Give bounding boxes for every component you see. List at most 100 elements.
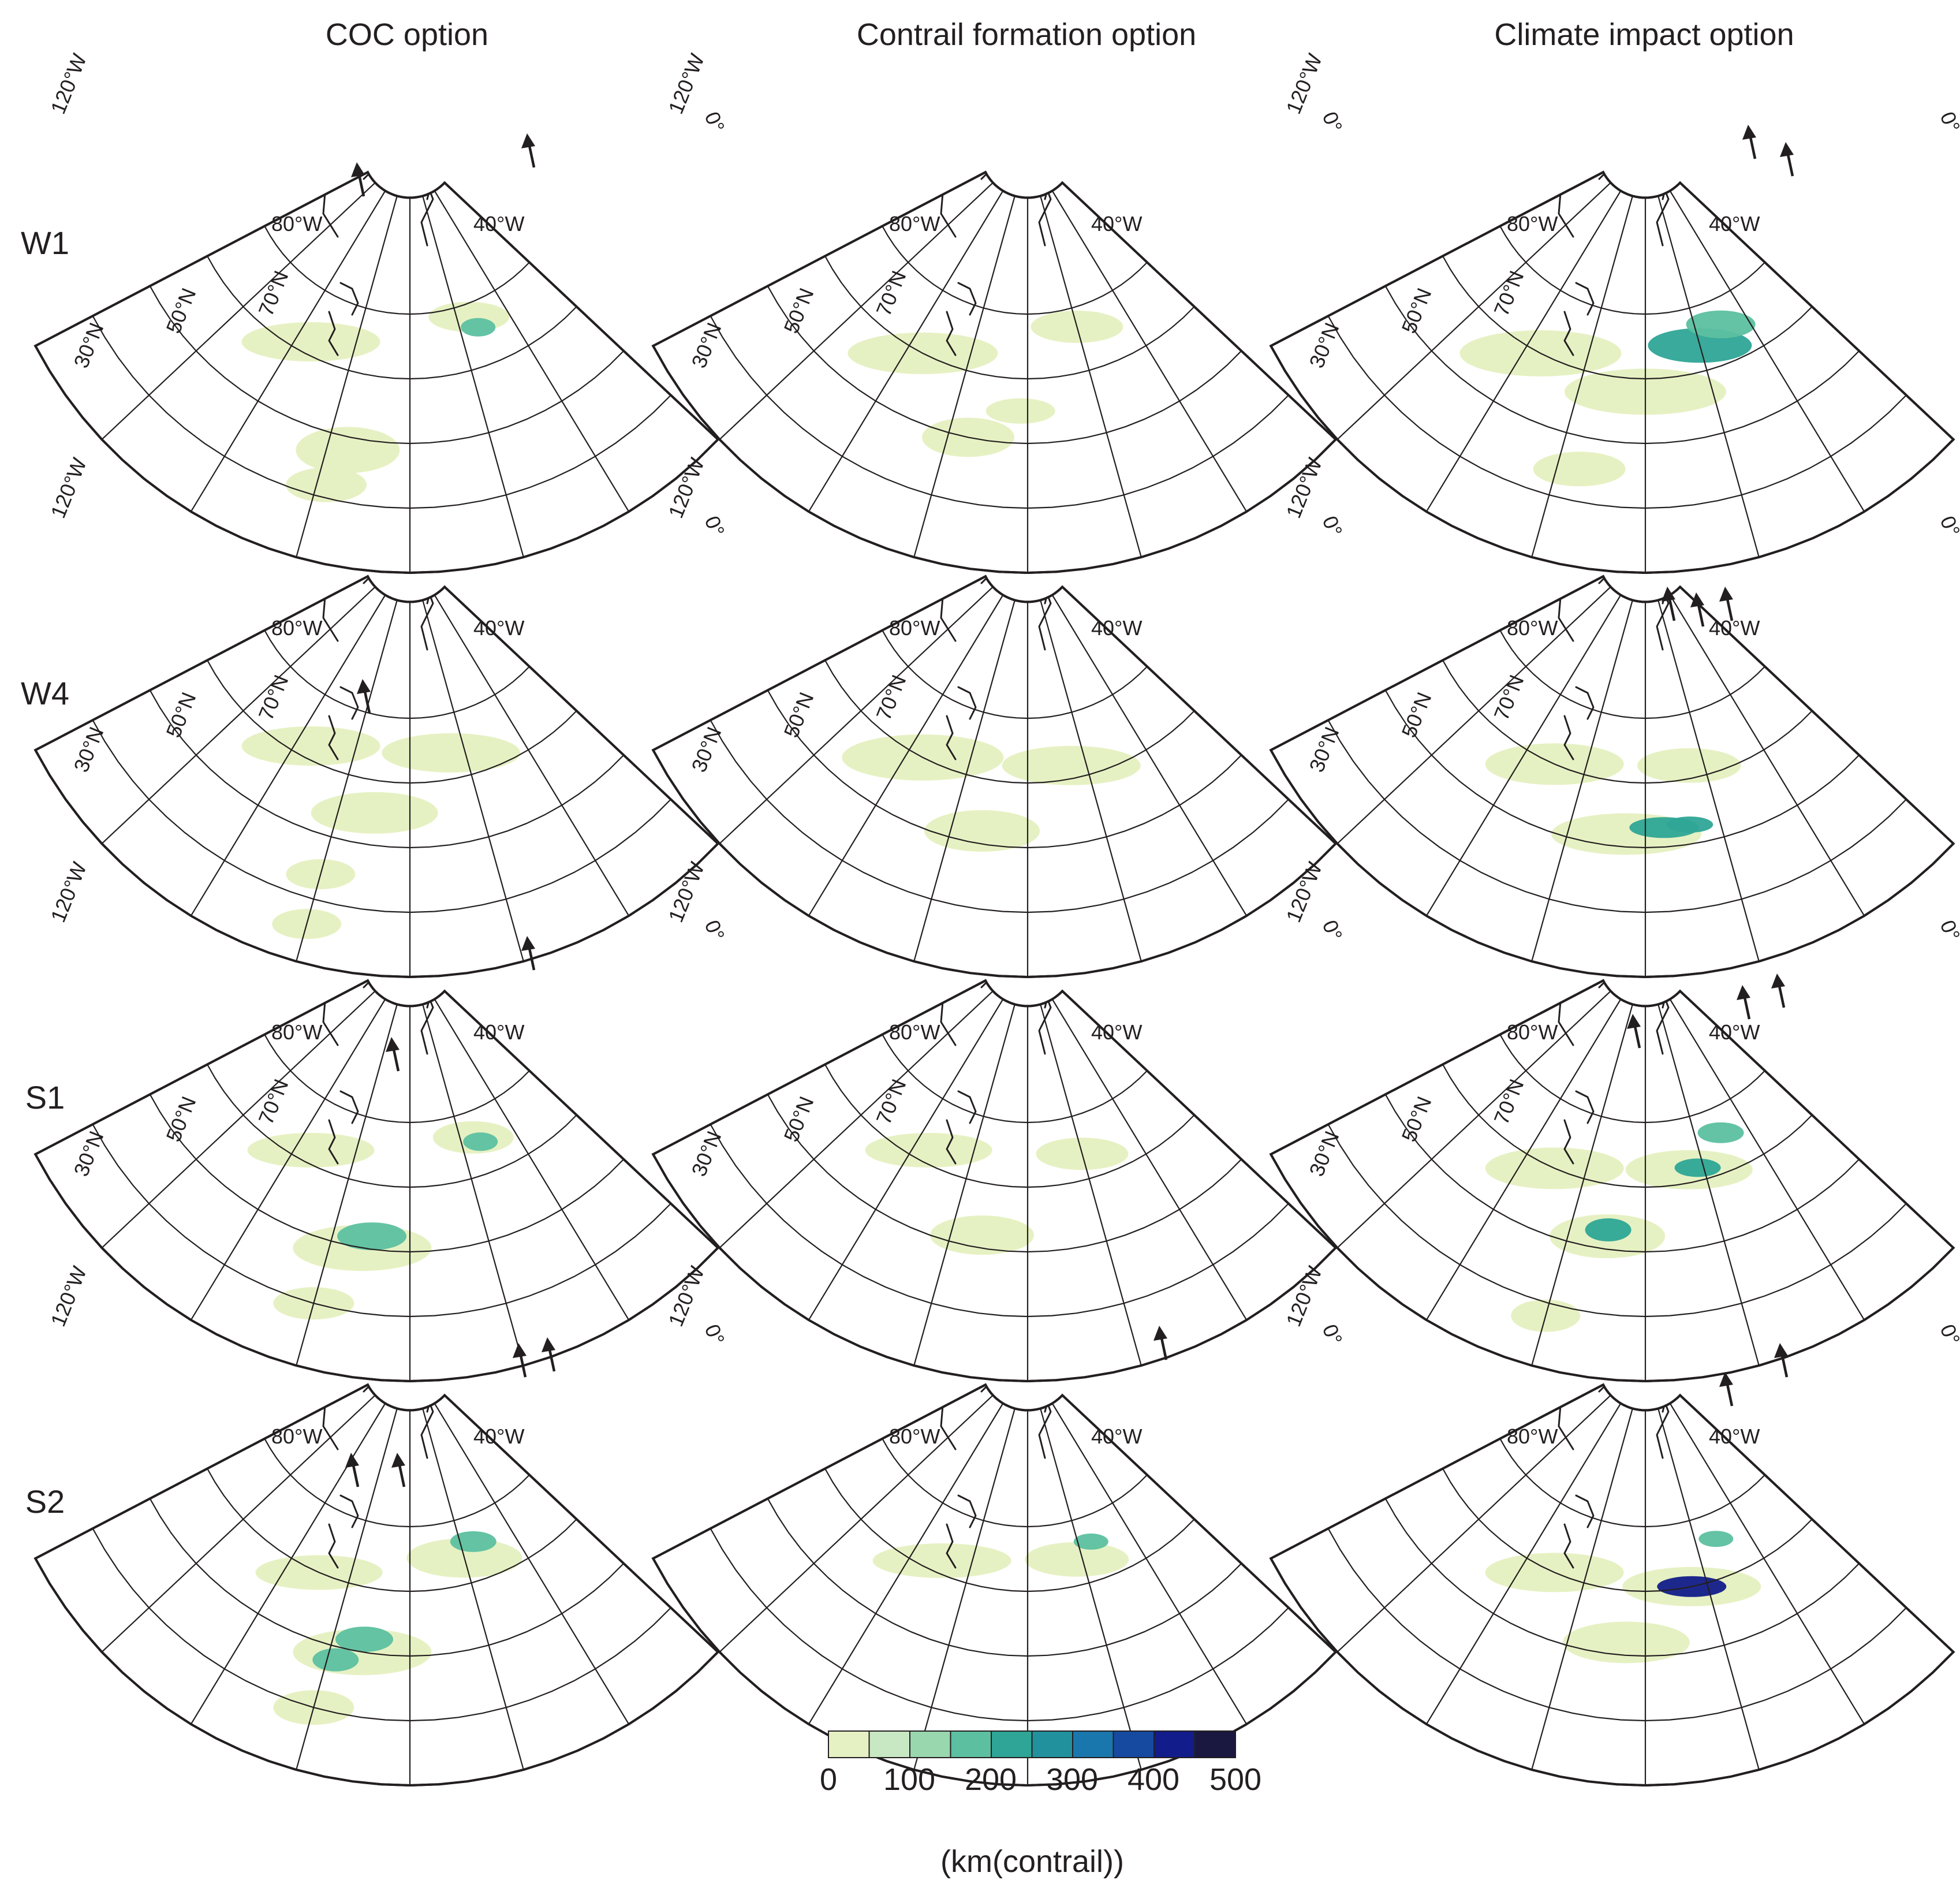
map-frame	[651, 1383, 1338, 1787]
lon-label: 80°W	[1507, 1020, 1558, 1044]
contour-level-0	[247, 1133, 375, 1168]
arrow-marker	[1153, 1326, 1168, 1360]
arrow-marker	[1719, 587, 1734, 621]
lon-label: 40°W	[1091, 212, 1142, 236]
colorbar-tick-0: 0	[820, 1762, 837, 1797]
map-panels: 30°N50°N70°N120°W80°W40°W0°30°N50°N70°N1…	[33, 50, 1960, 1787]
map-frame	[33, 575, 720, 979]
contrail-contours	[1485, 1531, 1761, 1664]
graticule	[35, 1384, 719, 1786]
contour-level-3	[463, 1132, 498, 1151]
lon-label: 80°W	[889, 212, 940, 236]
contour-level-0	[1025, 1542, 1129, 1577]
row-label-s2: S2	[25, 1483, 65, 1520]
contour-level-3	[461, 318, 496, 337]
contour-level-0	[924, 810, 1040, 852]
lon-label: 40°W	[473, 1424, 524, 1448]
arrow-marker	[351, 162, 365, 197]
colorbar-tick-100: 100	[883, 1762, 935, 1797]
lon-label: 0°	[700, 109, 730, 136]
lon-label: 40°W	[473, 1020, 524, 1044]
lon-label: 120°W	[1281, 50, 1327, 117]
map-frame	[33, 979, 720, 1383]
lon-label: 40°W	[1709, 212, 1760, 236]
arrow-marker	[513, 1343, 527, 1378]
arrow-marker	[1774, 1343, 1789, 1378]
contour-level-4	[1585, 1218, 1632, 1241]
arrow-marker	[1627, 1014, 1641, 1049]
map-frame	[651, 979, 1338, 1383]
colorbar-boxes	[828, 1730, 1236, 1758]
lon-label: 0°	[1936, 917, 1960, 944]
map-frame	[33, 170, 720, 575]
lon-label: 0°	[1318, 109, 1347, 136]
colorbar-box	[1031, 1730, 1073, 1758]
lon-label: 40°W	[1091, 1424, 1142, 1448]
arrow-marker	[1737, 985, 1751, 1020]
lon-label: 80°W	[889, 616, 940, 640]
map-frame	[651, 170, 1338, 575]
contour-level-3	[450, 1531, 496, 1552]
contour-level-0	[311, 792, 438, 834]
arrow-marker	[386, 1037, 400, 1072]
column-title-contrail-formation: Contrail formation option	[857, 17, 1196, 52]
lon-label: 0°	[700, 1321, 730, 1348]
map-frame	[33, 1383, 720, 1787]
arrow-marker	[1742, 125, 1757, 159]
colorbar: 0 100 200 300 400 500 (km(contrail))	[820, 1730, 1261, 1879]
colorbar-box	[1194, 1730, 1236, 1758]
colorbar-unit-label: (km(contrail))	[940, 1844, 1124, 1879]
row-label-w1: W1	[21, 225, 69, 261]
arrow-marker	[1690, 592, 1705, 627]
lon-label: 0°	[1318, 1321, 1347, 1348]
lon-label: 40°W	[1091, 616, 1142, 640]
contour-level-3	[1697, 1122, 1744, 1143]
lon-label: 0°	[1318, 513, 1347, 540]
lon-label: 80°W	[271, 616, 322, 640]
lon-label: 120°W	[46, 859, 91, 926]
lon-label: 80°W	[1507, 1424, 1558, 1448]
lon-label: 40°W	[473, 616, 524, 640]
lon-label: 80°W	[1507, 616, 1558, 640]
contour-level-0	[382, 733, 521, 773]
colorbar-box	[1112, 1730, 1155, 1758]
map-frame	[1269, 1383, 1955, 1787]
colorbar-tick-400: 400	[1128, 1762, 1179, 1797]
contour-level-4	[1674, 1158, 1721, 1177]
row-labels: W1 W4 S1 S2	[21, 225, 69, 1520]
colorbar-box	[868, 1730, 910, 1758]
column-titles: COC option Contrail formation option Cli…	[326, 17, 1794, 52]
contour-level-0	[1533, 452, 1626, 487]
arrow-marker	[357, 679, 371, 714]
lon-label: 40°W	[1709, 1424, 1760, 1448]
lon-label: 120°W	[46, 1263, 91, 1330]
colorbar-tick-300: 300	[1046, 1762, 1098, 1797]
arrow-marker	[345, 1453, 360, 1487]
lon-label: 0°	[700, 917, 730, 944]
arrow-marker	[391, 1453, 406, 1487]
lon-label: 0°	[1936, 109, 1960, 136]
lon-label: 120°W	[46, 454, 91, 521]
contour-level-0	[872, 1543, 1011, 1578]
colorbar-box	[1153, 1730, 1196, 1758]
lon-label: 0°	[1318, 917, 1347, 944]
map-frame	[651, 575, 1338, 979]
contour-level-0	[1637, 748, 1741, 783]
contrail-contours	[241, 301, 510, 502]
arrow-marker	[1771, 974, 1786, 1008]
contour-level-3	[1073, 1533, 1108, 1550]
contour-level-3	[1698, 1531, 1734, 1547]
colorbar-box	[1072, 1730, 1114, 1758]
column-title-coc: COC option	[326, 17, 488, 52]
lon-label: 80°W	[1507, 212, 1558, 236]
row-label-w4: W4	[21, 675, 69, 711]
colorbar-box	[828, 1730, 870, 1758]
colorbar-box	[991, 1730, 1033, 1758]
lon-label: 80°W	[889, 1020, 940, 1044]
